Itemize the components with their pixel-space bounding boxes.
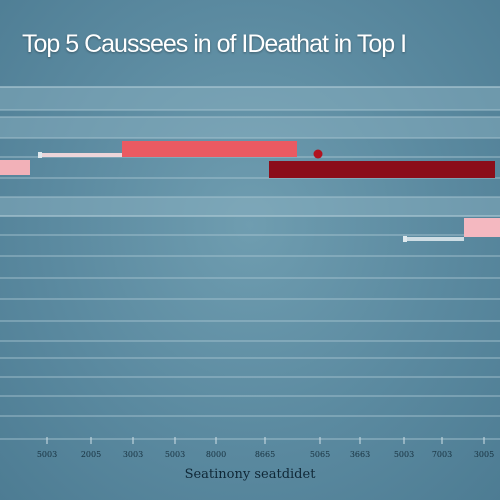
- grid-band: [0, 197, 500, 216]
- bar-series: [0, 141, 500, 242]
- data-point: [313, 149, 323, 159]
- x-axis-label: Seatinony seatdidet: [184, 467, 316, 482]
- x-tick-label: 7003: [432, 450, 452, 459]
- x-tick-label: 5003: [37, 450, 57, 459]
- bar: [464, 218, 500, 237]
- grid-band: [0, 117, 500, 138]
- bar: [269, 161, 495, 178]
- chart-title: Top 5 Caussees in of IDeathat in Top I: [22, 30, 407, 58]
- x-tick-label: 3005: [474, 450, 494, 459]
- x-tick-label: 5003: [165, 450, 185, 459]
- x-tick-label: 8665: [255, 450, 275, 459]
- bar: [0, 160, 30, 175]
- grid-band: [0, 87, 500, 110]
- x-tick-label: 8000: [206, 450, 226, 459]
- x-tick-label: 3663: [350, 450, 370, 459]
- x-tick-label: 5003: [394, 450, 414, 459]
- x-tick-label: 5065: [310, 450, 330, 459]
- bar: [122, 141, 297, 157]
- x-tick-label: 3003: [123, 450, 143, 459]
- whisker: [403, 237, 464, 241]
- whisker: [38, 153, 122, 157]
- whisker-cap: [403, 236, 407, 242]
- whisker-cap: [38, 152, 42, 158]
- x-tick-label: 2005: [81, 450, 101, 459]
